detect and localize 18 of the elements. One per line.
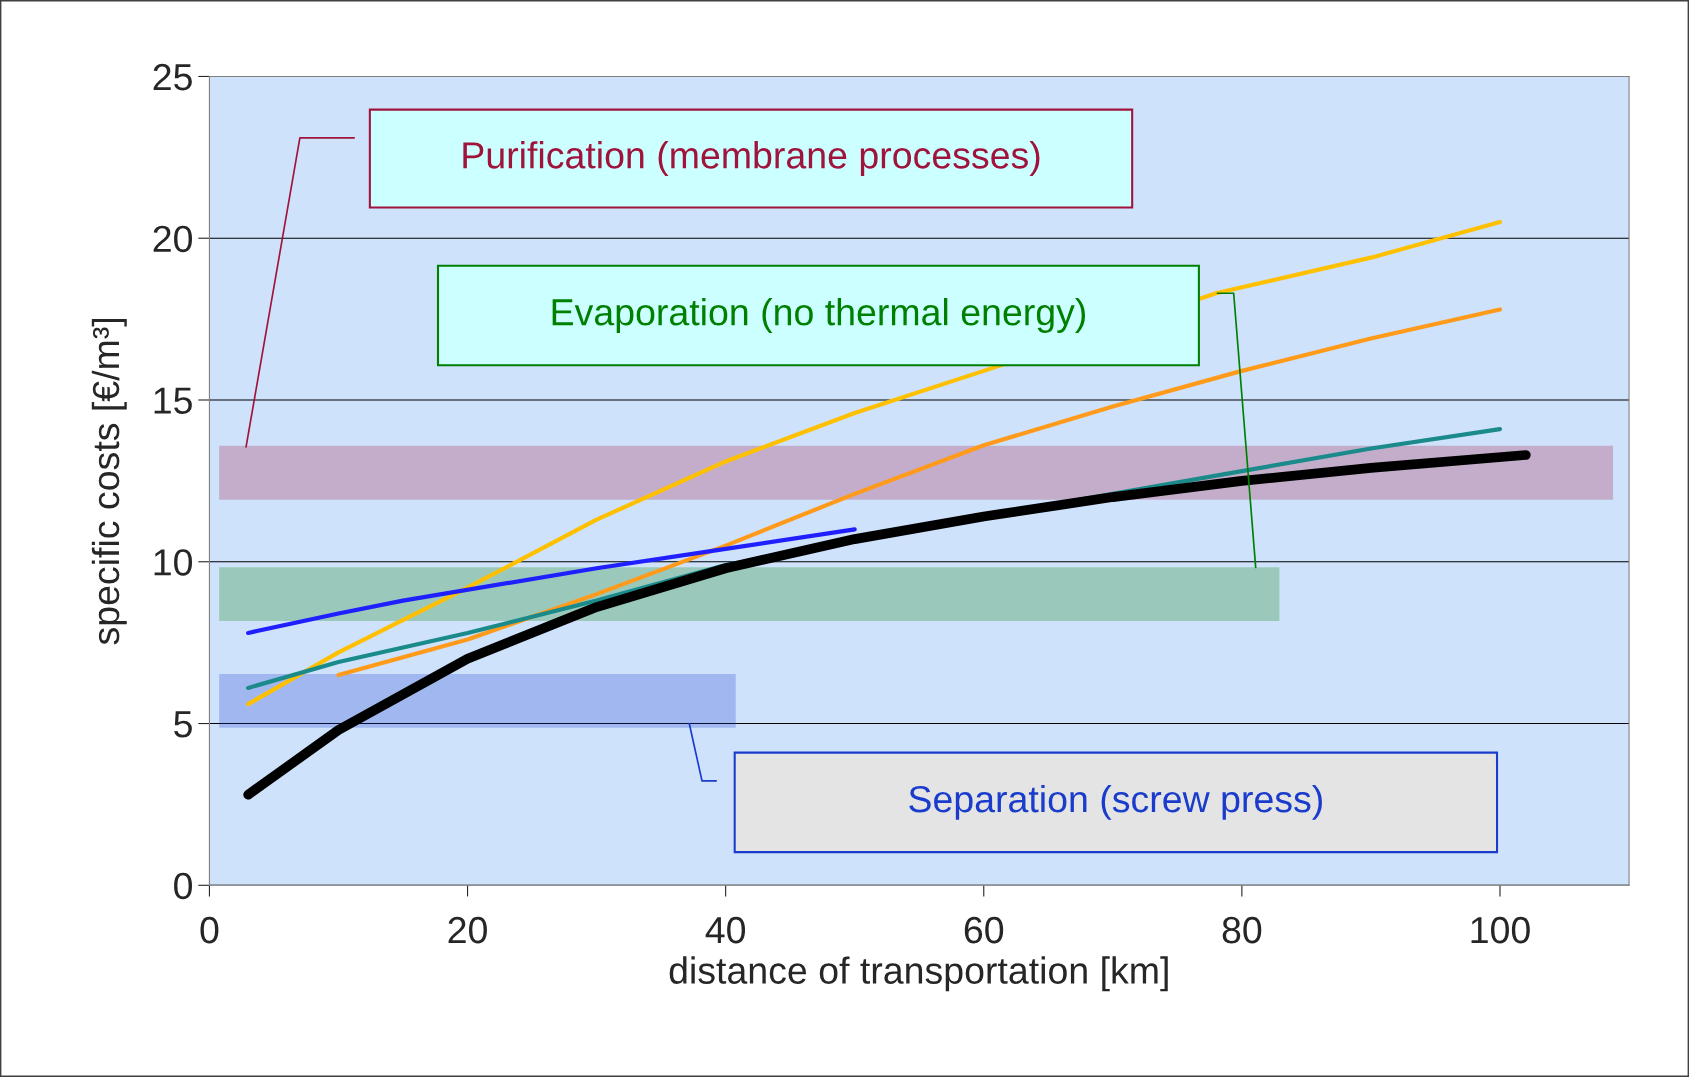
x-tick-label: 0 [200,916,219,944]
y-tick-label: 20 [153,225,192,253]
band-label: Separation (screw press) [909,784,1322,820]
y-tick-label: 10 [154,549,192,576]
x-tick-label: 100 [1471,916,1530,944]
y-axis-title: specific costs [€/m³] [91,318,127,645]
band-label: Evaporation (no thermal energy) [552,298,1086,333]
x-tick-label: 40 [705,916,746,944]
x-tick-label: 80 [1222,916,1262,944]
y-tick-label: 25 [153,63,192,91]
y-tick-label: 5 [174,711,192,738]
x-axis-title: distance of transportation [km] [669,956,1168,992]
y-tick-label: 15 [154,387,192,414]
x-tick-label: 20 [448,916,487,944]
y-tick-label: 0 [174,872,192,900]
x-tick-label: 60 [964,916,1004,944]
line-series [246,527,857,636]
band-label: Purification (membrane processes) [463,141,1040,177]
